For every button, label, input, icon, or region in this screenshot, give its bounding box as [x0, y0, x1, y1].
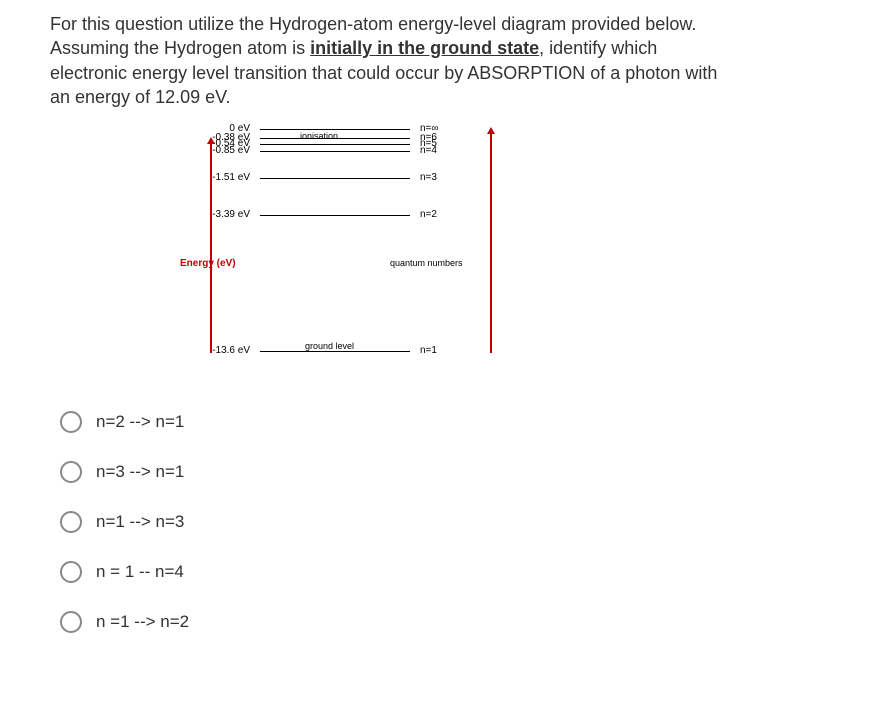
radio-icon[interactable] — [60, 511, 82, 533]
answer-option[interactable]: n = 1 -- n=4 — [60, 561, 826, 583]
answer-option[interactable]: n =1 --> n=2 — [60, 611, 826, 633]
energy-label: -0.85 eV — [190, 145, 250, 156]
option-label: n =1 --> n=2 — [96, 612, 189, 632]
quantum-label: n=1 — [420, 345, 437, 356]
energy-level-line — [260, 151, 410, 152]
energy-level-diagram: 0 eVn=∞-0.38 eVn=6-0.54 eVn=5-0.85 eVn=4… — [110, 123, 530, 383]
q-line2-u: initially in the ground state — [310, 38, 539, 58]
answer-options: n=2 --> n=1 n=3 --> n=1 n=1 --> n=3 n = 1 -… — [60, 411, 826, 633]
energy-axis-label: Energy (eV) — [180, 258, 236, 269]
quantum-label: n=4 — [420, 145, 437, 156]
energy-level-line — [260, 178, 410, 179]
up-arrow-icon — [490, 133, 492, 353]
option-label: n=2 --> n=1 — [96, 412, 184, 432]
energy-level-line — [260, 129, 410, 130]
option-label: n=1 --> n=3 — [96, 512, 184, 532]
option-label: n = 1 -- n=4 — [96, 562, 184, 582]
answer-option[interactable]: n=3 --> n=1 — [60, 461, 826, 483]
energy-level-line — [260, 144, 410, 145]
q-line1: For this question utilize the Hydrogen-a… — [50, 14, 696, 34]
quantum-axis-label: quantum numbers — [390, 258, 463, 268]
answer-option[interactable]: n=2 --> n=1 — [60, 411, 826, 433]
radio-icon[interactable] — [60, 611, 82, 633]
radio-icon[interactable] — [60, 411, 82, 433]
quantum-label: n=3 — [420, 172, 437, 183]
q-line4: an energy of 12.09 eV. — [50, 87, 230, 107]
energy-label: -1.51 eV — [190, 172, 250, 183]
energy-level-line — [260, 215, 410, 216]
radio-icon[interactable] — [60, 561, 82, 583]
q-line2-pre: Assuming the Hydrogen atom is — [50, 38, 310, 58]
option-label: n=3 --> n=1 — [96, 462, 184, 482]
energy-label: -13.6 eV — [190, 345, 250, 356]
energy-label: -3.39 eV — [190, 209, 250, 220]
answer-option[interactable]: n=1 --> n=3 — [60, 511, 826, 533]
ionisation-label: ionisation — [300, 131, 338, 141]
up-arrow-icon — [210, 143, 212, 353]
energy-level-line — [260, 351, 410, 352]
q-line2-post: , identify which — [539, 38, 657, 58]
quantum-label: n=2 — [420, 209, 437, 220]
ground-level-label: ground level — [305, 341, 354, 351]
question-text: For this question utilize the Hydrogen-a… — [50, 12, 826, 109]
radio-icon[interactable] — [60, 461, 82, 483]
q-line3: electronic energy level transition that … — [50, 63, 717, 83]
